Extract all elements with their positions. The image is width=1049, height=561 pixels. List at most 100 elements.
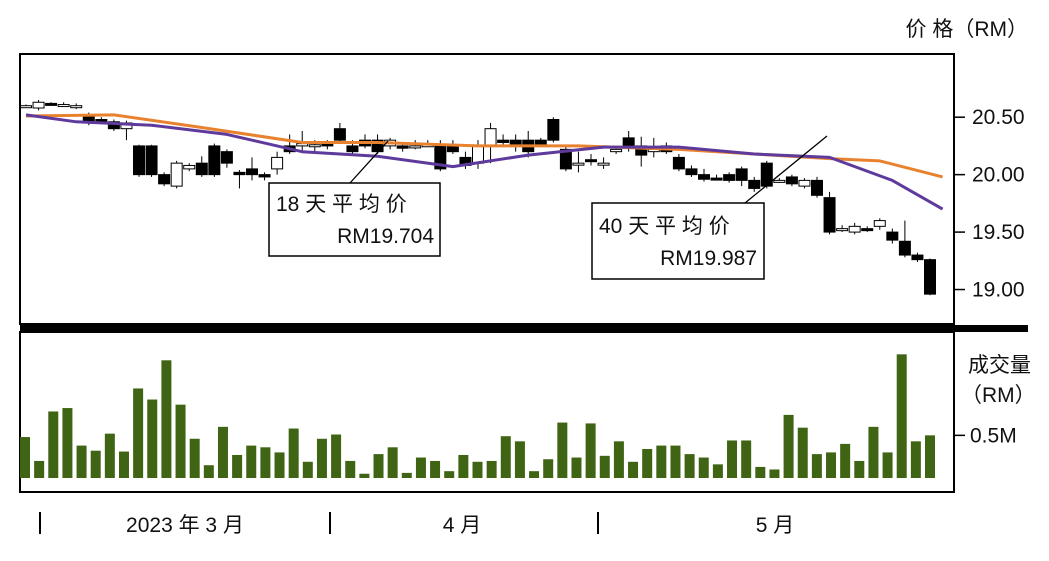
candle-body xyxy=(610,148,623,153)
price-tick-label: 20.00 xyxy=(972,164,1025,187)
volume-bar xyxy=(458,454,469,478)
volume-bar xyxy=(514,441,525,478)
candle-body xyxy=(698,174,710,180)
ma18-callout-line xyxy=(349,140,389,184)
volume-bar xyxy=(755,466,766,478)
ma40-callout-label: 40 天 平 均 价 xyxy=(599,215,730,238)
volume-bar xyxy=(826,452,837,478)
volume-bar xyxy=(670,445,681,478)
volume-bar xyxy=(769,469,780,478)
volume-bar xyxy=(133,388,144,478)
volume-bar xyxy=(712,464,723,478)
volume-bar xyxy=(925,435,935,478)
volume-bar xyxy=(727,440,738,478)
volume-bar xyxy=(430,460,441,478)
price-tick-label: 20.50 xyxy=(972,106,1025,129)
candle-body xyxy=(497,139,510,143)
candle-body xyxy=(220,151,233,164)
candle-body xyxy=(710,177,723,181)
candle-body xyxy=(748,179,761,189)
volume-bar xyxy=(76,445,87,478)
month-label-may: 5 月 xyxy=(756,514,795,537)
volume-bar xyxy=(783,414,794,478)
price-axis-title: 价 格（RM） xyxy=(906,18,1029,41)
price-panel xyxy=(19,53,955,325)
volume-bar xyxy=(217,426,228,478)
candle-body xyxy=(70,105,83,109)
panel-divider xyxy=(20,325,1028,332)
candle-body xyxy=(195,162,208,176)
candle-body xyxy=(208,145,221,176)
volume-bar xyxy=(543,459,554,478)
volume-bar xyxy=(500,436,511,478)
price-tick-label: 19.50 xyxy=(972,221,1025,244)
volume-bar xyxy=(896,354,907,478)
candle-body xyxy=(911,254,924,261)
volume-bar xyxy=(147,399,158,478)
volume-bar xyxy=(62,408,73,478)
volume-bar xyxy=(472,461,483,478)
volume-bar xyxy=(486,460,497,478)
volume-bar xyxy=(599,455,610,478)
candle-body xyxy=(685,168,698,176)
ma18-callout-label: 18 天 平 均 价 xyxy=(276,193,407,216)
price-axis: 20.50 20.00 19.50 19.00 xyxy=(954,106,1025,302)
volume-bar xyxy=(910,441,921,478)
candle-body xyxy=(898,240,911,256)
candle-body xyxy=(823,197,836,233)
ma40-callout-box xyxy=(591,202,765,280)
volume-bar xyxy=(316,438,327,478)
candle-body xyxy=(484,128,497,147)
volume-bar xyxy=(302,461,313,478)
volume-bar xyxy=(161,360,172,478)
candle-body xyxy=(183,164,196,170)
volume-bar xyxy=(854,460,865,478)
volume-bar xyxy=(613,441,624,478)
candle-body xyxy=(861,228,874,232)
candle-body xyxy=(886,231,899,241)
volume-bar xyxy=(48,411,59,478)
ma40-callout-line xyxy=(744,135,828,204)
candle-body xyxy=(158,174,171,185)
volume-bar xyxy=(104,433,115,478)
candle-body xyxy=(133,145,145,176)
volume-bar xyxy=(359,473,370,478)
volume-bar xyxy=(415,457,426,478)
volume-bar xyxy=(529,471,540,478)
candle-body xyxy=(308,144,321,148)
volume-bar xyxy=(557,422,568,478)
candle-body xyxy=(145,145,158,176)
volume-bar xyxy=(175,404,186,478)
volume-bar xyxy=(189,438,200,478)
candle-body xyxy=(170,162,183,187)
candle-body xyxy=(785,176,798,185)
volume-bar xyxy=(345,460,356,478)
volume-bar xyxy=(373,454,384,478)
price-tick-label: 19.00 xyxy=(972,279,1025,302)
candle-body xyxy=(836,228,849,232)
volume-bar xyxy=(571,457,582,478)
candle-body xyxy=(924,259,936,295)
volume-bar xyxy=(698,457,709,478)
candle-body xyxy=(798,179,811,187)
volume-bar xyxy=(882,452,893,478)
candle-body xyxy=(760,162,773,187)
candle-body xyxy=(271,156,284,170)
volume-bar xyxy=(274,452,285,478)
candle-body xyxy=(446,145,459,153)
ma18-callout-box xyxy=(268,182,441,257)
candle-body xyxy=(723,174,736,181)
ma18-callout-value: RM19.704 xyxy=(337,225,434,248)
candle-body xyxy=(848,225,861,233)
candle-body xyxy=(409,145,422,149)
volume-axis-title: 成交量 xyxy=(968,354,1031,377)
volume-bar xyxy=(656,445,667,478)
ma18-line xyxy=(25,113,944,211)
volume-bars xyxy=(20,354,935,478)
volume-bar xyxy=(20,437,30,478)
moving-average-lines xyxy=(25,113,944,211)
volume-bar xyxy=(840,443,851,478)
volume-axis: 0.5M xyxy=(954,424,1017,447)
volume-bar xyxy=(585,423,596,478)
